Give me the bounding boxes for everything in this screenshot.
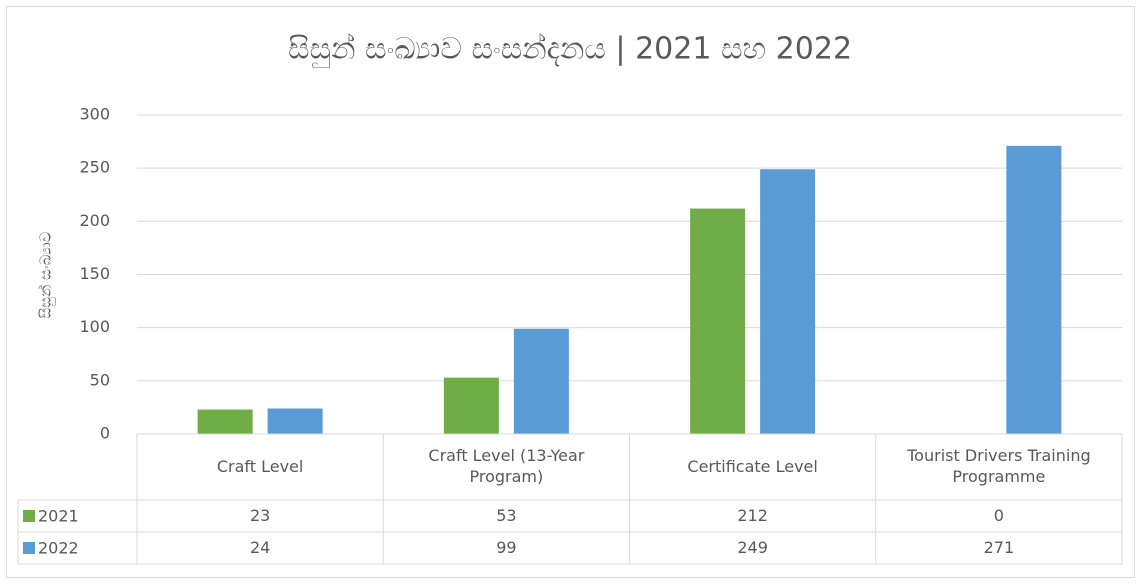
- bar: [690, 208, 746, 434]
- table-value: 53: [496, 505, 517, 525]
- x-tick-label-box: Craft Level: [216, 456, 304, 476]
- x-tick-label: Craft Level: [216, 456, 304, 476]
- table-value-box: 24: [249, 537, 271, 557]
- table-value: 271: [983, 537, 1015, 557]
- table-value-box: 0: [993, 505, 1004, 525]
- legend-label: 2021: [38, 507, 79, 526]
- bar: [760, 169, 816, 435]
- bar: [443, 377, 499, 434]
- y-tick-label: 300: [79, 105, 110, 124]
- table-value: 23: [249, 505, 271, 525]
- x-tick-label-box: Craft Level (13-Year Program): [428, 446, 585, 486]
- table-value-box: 249: [737, 537, 768, 557]
- table-value-box: 23: [249, 505, 271, 525]
- bar: [513, 328, 569, 434]
- legend-swatch: [23, 542, 35, 554]
- chart-title: සිසුන් සංඛ්‍යාව සංසන්දනය | 2021 සහ 2022: [288, 32, 852, 69]
- legend-label: 2022: [38, 539, 79, 558]
- x-tick-label-box: Certificate Level: [687, 456, 818, 476]
- y-tick-label: 150: [79, 264, 110, 283]
- table-value-box: 53: [496, 505, 517, 525]
- table-value: 0: [993, 505, 1004, 525]
- y-tick-label: 200: [79, 211, 110, 230]
- table-value-box: 99: [496, 537, 517, 557]
- x-tick-label-box: Tourist Drivers Training Programme: [907, 446, 1091, 486]
- legend-swatch: [23, 510, 35, 522]
- y-tick-label: 100: [79, 317, 110, 336]
- y-tick-label: 250: [79, 158, 110, 177]
- table-value: 99: [496, 537, 517, 557]
- bar: [1006, 145, 1062, 434]
- table-value: 249: [737, 537, 768, 557]
- bar: [267, 408, 323, 434]
- bar: [197, 409, 253, 434]
- table-value-box: 212: [737, 505, 768, 525]
- table-value: 212: [737, 505, 768, 525]
- table-value-box: 271: [983, 537, 1015, 557]
- x-tick-label: Craft Level (13-Year Program): [428, 446, 585, 486]
- table-value: 24: [249, 537, 271, 557]
- x-tick-label: Certificate Level: [687, 456, 818, 476]
- chart-border: [6, 6, 1135, 578]
- x-tick-label: Tourist Drivers Training Programme: [907, 446, 1091, 486]
- y-tick-label: 50: [90, 370, 110, 389]
- y-axis-label: සිසුන් සංඛ්‍යාව: [36, 231, 55, 318]
- y-tick-label: 0: [100, 424, 110, 443]
